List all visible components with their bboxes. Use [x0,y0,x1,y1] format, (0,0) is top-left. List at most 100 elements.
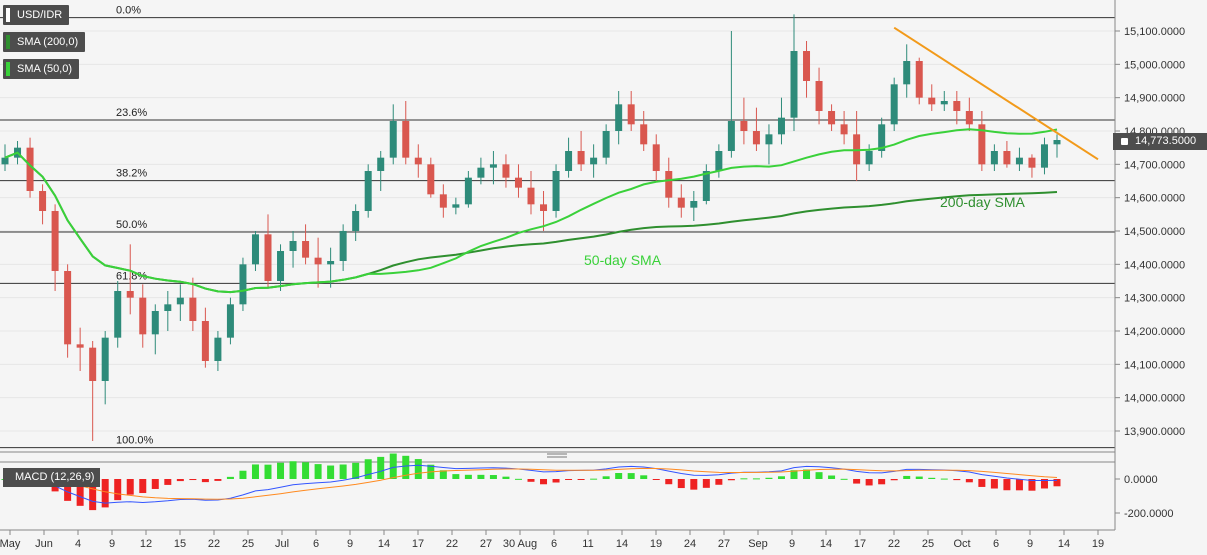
candle-body [289,241,297,251]
candle-body [552,171,560,211]
legend-sma50[interactable]: SMA (50,0) [3,59,80,79]
macd-histogram-bar [777,476,785,479]
macd-histogram-bar [302,462,310,479]
candle-body [740,121,748,131]
legend-macd[interactable]: MACD (12,26,9) [3,468,101,487]
legend-symbol[interactable]: USD/IDR [3,5,70,25]
macd-histogram-bar [1028,479,1036,491]
y-tick-label: 14,500.0000 [1124,226,1185,238]
macd-histogram-bar [727,479,735,481]
macd-histogram-bar [815,472,823,479]
macd-histogram-bar [76,479,84,506]
x-tick-label: 14 [1058,538,1070,550]
candle-body [540,204,548,211]
x-tick-label: 25 [242,538,254,550]
macd-histogram-bar [715,479,723,485]
macd-histogram-bar [527,479,535,482]
x-tick-label: May [0,538,21,550]
macd-histogram-bar [389,453,397,479]
macd-histogram-bar [803,469,811,479]
macd-histogram-bar [640,475,648,479]
macd-histogram-bar [314,464,322,479]
macd-histogram-bar [652,479,660,480]
candle-body [890,84,898,125]
candle-body [752,131,760,145]
macd-histogram-bar [590,478,598,480]
fib-label: 23.6% [116,107,147,119]
candle-body [640,124,648,145]
macd-histogram-bar [627,473,635,479]
macd-histogram-bar [740,478,748,480]
macd-histogram-bar [903,475,911,479]
candle-body [978,124,986,165]
macd-histogram-bar [565,479,573,480]
x-tick-label: 22 [888,538,900,550]
y-tick-label: 14,700.0000 [1124,159,1185,171]
candle-body [715,151,723,171]
macd-histogram-bar [226,476,234,479]
x-axis-labels: May Jun 4 9 12 15 22 25 Jul 6 9 14 17 22 27 30 Aug 6 11 14… [0,529,1115,550]
candle-body [1003,151,1011,165]
fib-label: 100.0% [116,435,154,447]
macd-histogram-bar [176,479,184,482]
macd-histogram-bar [477,474,485,479]
macd-histogram-bar [615,473,623,479]
candle-body [302,241,310,258]
macd-histogram-bar [277,462,285,479]
x-tick-label: 6 [993,538,999,550]
macd-histogram-bar [201,479,209,483]
candle-body [39,191,47,211]
candle-body [151,311,159,335]
x-tick-label: Jul [275,538,289,550]
x-tick-label: 22 [446,538,458,550]
sma50-annotation: 50-day SMA [584,252,662,268]
candle-body [251,234,259,265]
macd-histogram-bar [352,462,360,479]
candle-body [201,321,209,361]
x-tick-label: 24 [684,538,696,550]
macd-histogram-bar [1015,479,1023,491]
candle-body [615,104,623,131]
last-price-value: 14,773.5000 [1135,135,1197,147]
macd-histogram-bar [164,479,172,485]
macd-histogram-bar [339,464,347,479]
pane-resize-handle[interactable] [547,453,567,458]
candle-body [364,171,372,211]
macd-histogram-bar [264,464,272,479]
moving-averages [4,26,1099,294]
candle-body [690,201,698,208]
x-tick-label: 9 [347,538,353,550]
candle-body [377,157,385,171]
y-tick-label: 14,000.0000 [1124,393,1185,405]
candle-body [865,151,873,165]
legend-sma200[interactable]: SMA (200,0) [3,32,86,52]
y-axis-labels: 15,100.000015,000.000014,900.000014,800.… [1115,26,1185,438]
candle-body [452,204,460,208]
x-tick-label: 9 [1027,538,1033,550]
x-tick-label: 14 [378,538,390,550]
candle-body [114,291,122,338]
macd-histogram-bar [114,479,122,501]
y-tick-label: 15,000.0000 [1124,59,1185,71]
macd-histogram-bar [990,479,998,489]
sma200-annotation: 200-day SMA [940,194,1025,210]
x-tick-label: 9 [109,538,115,550]
candle-body [76,344,84,348]
candle-body [489,164,497,168]
x-tick-label: Jun [35,538,53,550]
candle-body [1028,157,1036,168]
candle-body [577,151,585,165]
price-pane-bg [0,0,1115,452]
macd-histogram-bar [865,479,873,486]
candle-body [277,251,285,281]
y-tick-label: 15,100.0000 [1124,26,1185,38]
macd-histogram-bar [377,456,385,479]
legend-symbol-label: USD/IDR [17,9,63,21]
candle-body [26,147,34,191]
candle-body [527,187,535,205]
fib-label: 0.0% [116,5,141,17]
candle-body [314,257,322,265]
candle-body [101,337,109,381]
price-tag-icon [1121,138,1128,145]
